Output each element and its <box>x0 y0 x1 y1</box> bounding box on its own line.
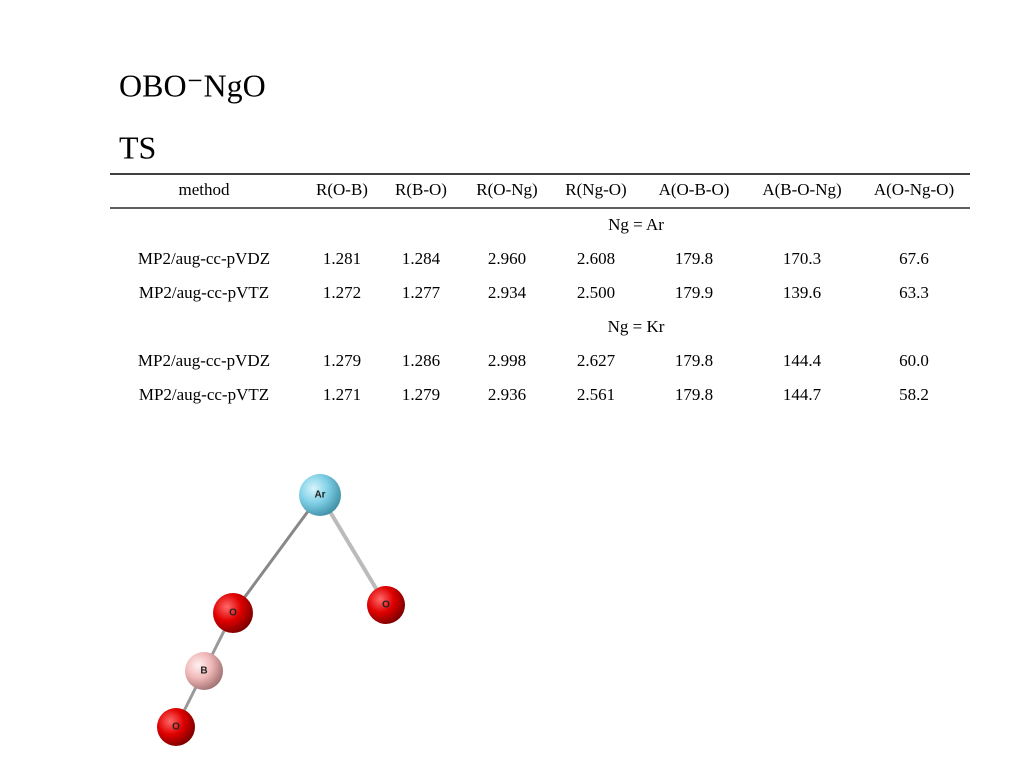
table-cell: 2.561 <box>577 385 615 404</box>
column-header: method <box>179 180 230 199</box>
table-cell: 2.934 <box>488 283 527 302</box>
table-cell: 1.279 <box>323 351 361 370</box>
atom-label: B <box>200 666 207 677</box>
table-cell: 1.281 <box>323 249 361 268</box>
table-cell: MP2/aug-cc-pVTZ <box>139 283 269 302</box>
table-cell: MP2/aug-cc-pVTZ <box>139 385 269 404</box>
atom-label: Ar <box>314 490 325 501</box>
table-cell: 2.936 <box>488 385 526 404</box>
table-cell: 170.3 <box>783 249 821 268</box>
molecule: Ar O O B O <box>157 474 405 746</box>
table-cell: 1.279 <box>402 385 440 404</box>
atom <box>213 593 253 633</box>
atom <box>299 474 341 516</box>
atom-label: O <box>172 722 180 733</box>
bond <box>231 494 322 614</box>
table-cell: 144.4 <box>783 351 822 370</box>
table-cell: 139.6 <box>783 283 821 302</box>
table-cell: 2.998 <box>488 351 526 370</box>
column-header: R(O-Ng) <box>476 180 537 199</box>
table-cell: 58.2 <box>899 385 929 404</box>
table-cell: 179.9 <box>675 283 713 302</box>
column-header: R(B-O) <box>395 180 447 199</box>
table-cell: 2.627 <box>577 351 616 370</box>
table-cell: 1.272 <box>323 283 361 302</box>
table-cell: MP2/aug-cc-pVDZ <box>138 249 270 268</box>
table: method R(O-B) R(B-O) R(O-Ng) R(Ng-O) A(O-B-O)… <box>138 180 954 404</box>
table-cell: 179.8 <box>675 351 713 370</box>
table-cell: 67.6 <box>899 249 929 268</box>
atom-label: O <box>382 600 390 611</box>
group-label: Ng = Kr <box>608 317 665 336</box>
slide-title: OBO⁻NgO <box>119 67 266 103</box>
table-cell: 2.608 <box>577 249 615 268</box>
group-label: Ng = Ar <box>608 215 664 234</box>
table-cell: 2.960 <box>488 249 526 268</box>
table-cell: MP2/aug-cc-pVDZ <box>138 351 270 370</box>
column-header: R(Ng-O) <box>565 180 626 199</box>
table-cell: 60.0 <box>899 351 929 370</box>
atom-label: O <box>229 608 237 619</box>
atom <box>185 652 223 690</box>
table-cell: 2.500 <box>577 283 615 302</box>
table-cell: 1.284 <box>402 249 441 268</box>
atom <box>367 586 405 624</box>
column-header: A(O-Ng-O) <box>874 180 954 199</box>
table-cell: 1.277 <box>402 283 441 302</box>
table-cell: 63.3 <box>899 283 929 302</box>
slide-subtitle: TS <box>119 129 156 165</box>
column-header: R(O-B) <box>316 180 368 199</box>
table-cell: 1.286 <box>402 351 440 370</box>
column-header: A(B-O-Ng) <box>762 180 841 199</box>
atom <box>157 708 195 746</box>
bond <box>318 493 388 607</box>
table-cell: 144.7 <box>783 385 822 404</box>
column-header: A(O-B-O) <box>659 180 730 199</box>
table-cell: 179.8 <box>675 385 713 404</box>
table-cell: 1.271 <box>323 385 361 404</box>
table-cell: 179.8 <box>675 249 713 268</box>
